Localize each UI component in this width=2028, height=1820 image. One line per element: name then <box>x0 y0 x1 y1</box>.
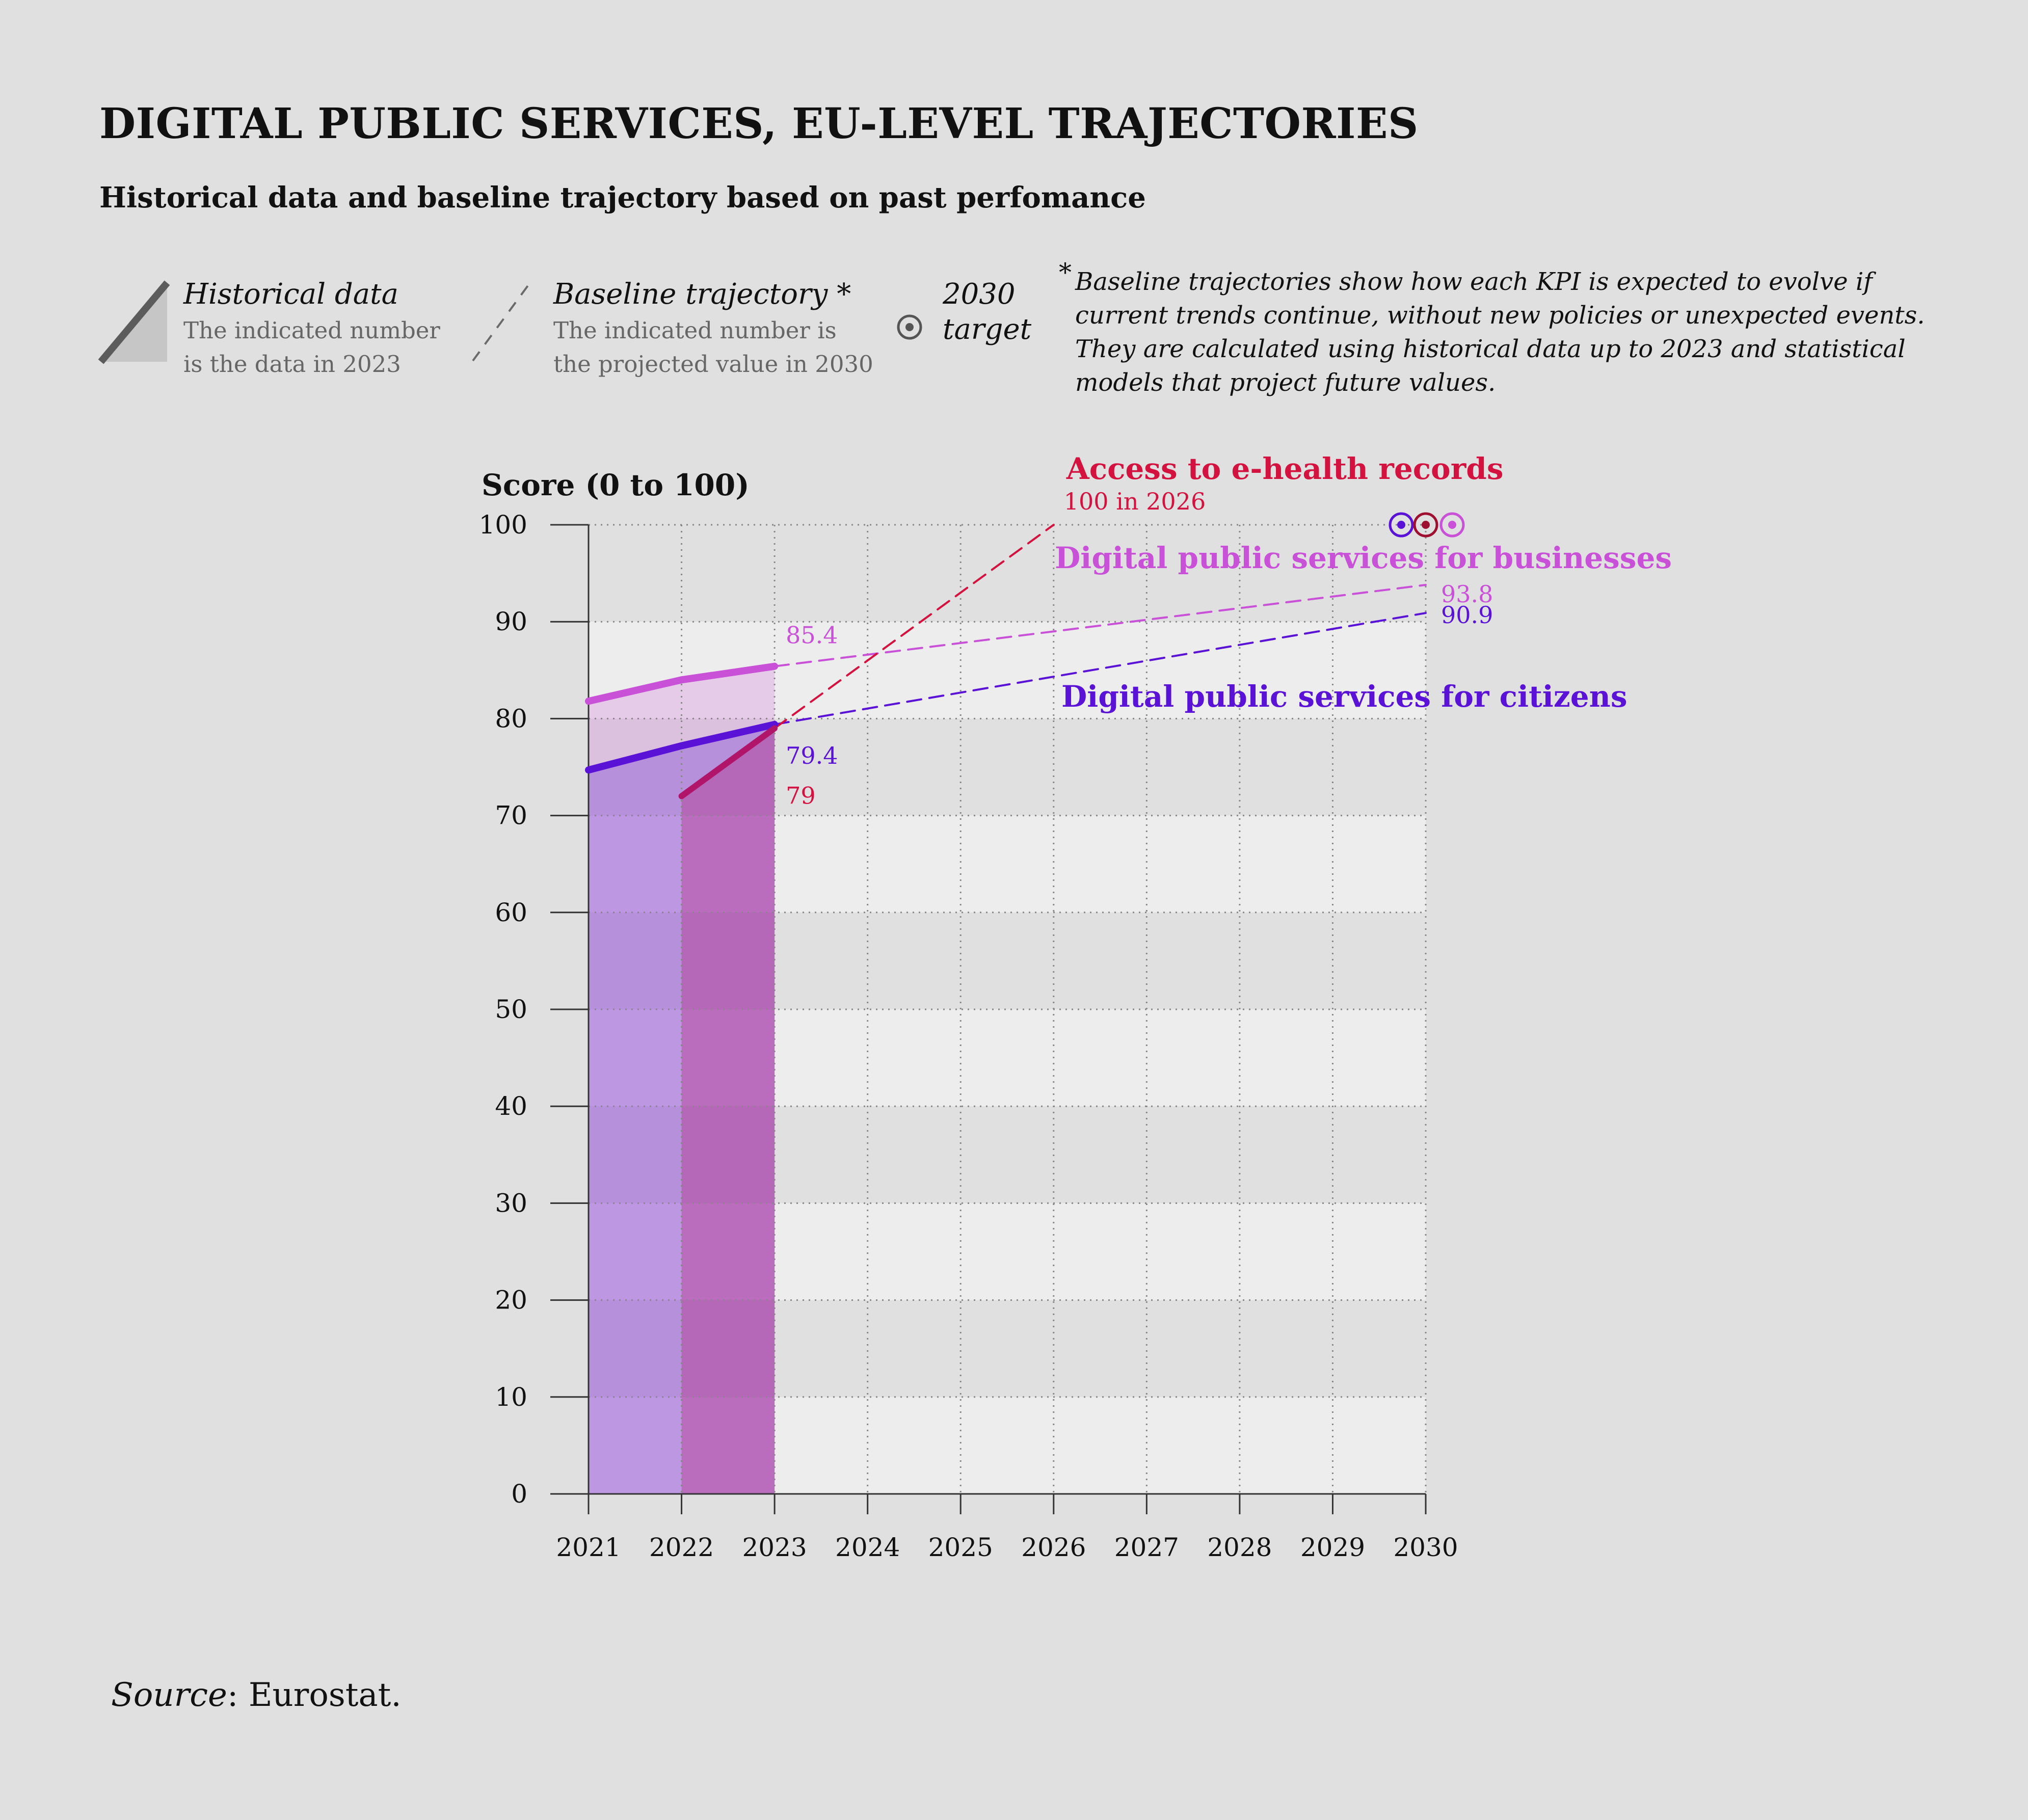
chart-band-40 <box>589 1009 1426 1107</box>
y-axis-title: Score (0 to 100) <box>482 468 750 502</box>
businesses-target-dot <box>1448 521 1456 529</box>
historical-legend-label: Historical data <box>183 278 398 311</box>
x-tick-label-2024: 2024 <box>835 1533 900 1562</box>
x-tick-label-2027: 2027 <box>1114 1533 1179 1562</box>
x-tick-label-2028: 2028 <box>1207 1533 1272 1562</box>
x-tick-label-2021: 2021 <box>556 1533 621 1562</box>
target-legend-label-2: target <box>943 313 1032 346</box>
businesses-target-marker <box>1439 512 1465 538</box>
businesses-baseline-line <box>773 583 1427 667</box>
ehealth-historical-line <box>678 725 778 799</box>
historical-legend-desc-2: is the data in 2023 <box>183 351 401 378</box>
y-tick-label-100: 100 <box>479 510 527 540</box>
historical-legend: Historical data The indicated number is … <box>183 278 440 381</box>
chart-band-0 <box>589 1397 1426 1494</box>
x-tick-label-2026: 2026 <box>1021 1533 1086 1562</box>
y-tick-label-10: 10 <box>495 1382 527 1412</box>
footnote-text: Baseline trajectories show how each KPI … <box>1075 267 1925 397</box>
baseline-legend-desc-1: The indicated number is <box>553 317 837 344</box>
citizens-historical-area <box>589 724 775 1494</box>
baseline-legend-desc-2: the projected value in 2030 <box>553 351 873 378</box>
citizens-target-dot <box>1397 521 1405 529</box>
ehealth-baseline-line <box>773 524 1055 730</box>
chart-band-10 <box>589 1300 1426 1397</box>
x-tick-label-2029: 2029 <box>1300 1533 1365 1562</box>
chart-band-50 <box>589 912 1426 1009</box>
ehealth-target-marker <box>1413 512 1438 538</box>
citizens-2030-value: 90.9 <box>1441 601 1493 629</box>
baseline-footnote: * Baseline trajectories show how each KP… <box>1059 258 1952 399</box>
x-tick-label-2022: 2022 <box>649 1533 714 1562</box>
ehealth-projected-value: 100 in 2026 <box>1064 488 1206 515</box>
businesses-2023-value: 85.4 <box>786 622 838 649</box>
footnote-star: * <box>1059 258 1072 287</box>
y-tick-label-60: 60 <box>495 898 527 927</box>
x-tick-label-2023: 2023 <box>742 1533 807 1562</box>
y-tick-label-40: 40 <box>495 1091 527 1121</box>
y-tick-label-70: 70 <box>495 801 527 831</box>
citizens-baseline-line <box>773 612 1427 726</box>
chart-band-60 <box>589 815 1426 913</box>
baseline-legend-label: Baseline trajectory * <box>553 278 851 311</box>
y-tick-label-80: 80 <box>495 704 527 733</box>
baseline-legend: Baseline trajectory * The indicated numb… <box>553 278 873 381</box>
chart-subtitle: Historical data and baseline trajectory … <box>99 181 1146 215</box>
citizens-historical-line <box>585 720 779 774</box>
chart-band-90 <box>589 525 1426 622</box>
chart-band-20 <box>589 1203 1426 1300</box>
historical-legend-desc-1: The indicated number <box>183 317 440 344</box>
businesses-2030-value: 93.8 <box>1441 580 1493 608</box>
source-note: Source: Eurostat. <box>111 1676 402 1714</box>
businesses-series-label: Digital public services for businesses <box>1055 541 1672 575</box>
source-text: : Eurostat. <box>227 1676 402 1714</box>
target-legend-label-1: 2030 <box>943 278 1016 311</box>
historical-legend-icon <box>98 280 170 364</box>
ehealth-2023-value: 79 <box>786 782 816 809</box>
citizens-2023-value: 79.4 <box>786 742 838 769</box>
chart-band-30 <box>589 1106 1426 1203</box>
citizens-series-label: Digital public services for citizens <box>1061 679 1627 714</box>
y-tick-label-50: 50 <box>495 995 527 1024</box>
baseline-legend-icon <box>472 283 530 362</box>
businesses-historical-area <box>589 666 775 1494</box>
businesses-historical-line <box>585 662 779 705</box>
chart-title: DIGITAL PUBLIC SERVICES, EU-LEVEL TRAJEC… <box>99 99 1419 148</box>
y-tick-label-0: 0 <box>511 1479 527 1509</box>
source-label: Source <box>111 1676 227 1714</box>
citizens-target-marker <box>1389 512 1414 538</box>
target-legend: 2030 target <box>943 278 1031 346</box>
ehealth-target-dot <box>1422 521 1430 529</box>
y-tick-label-90: 90 <box>495 607 527 636</box>
y-tick-label-30: 30 <box>495 1188 527 1218</box>
y-tick-label-20: 20 <box>495 1286 527 1315</box>
x-tick-label-2030: 2030 <box>1393 1533 1458 1562</box>
x-tick-label-2025: 2025 <box>928 1533 993 1562</box>
target-legend-icon <box>897 314 922 340</box>
ehealth-historical-area <box>681 728 775 1494</box>
ehealth-series-label: Access to e-health records <box>1066 451 1504 486</box>
